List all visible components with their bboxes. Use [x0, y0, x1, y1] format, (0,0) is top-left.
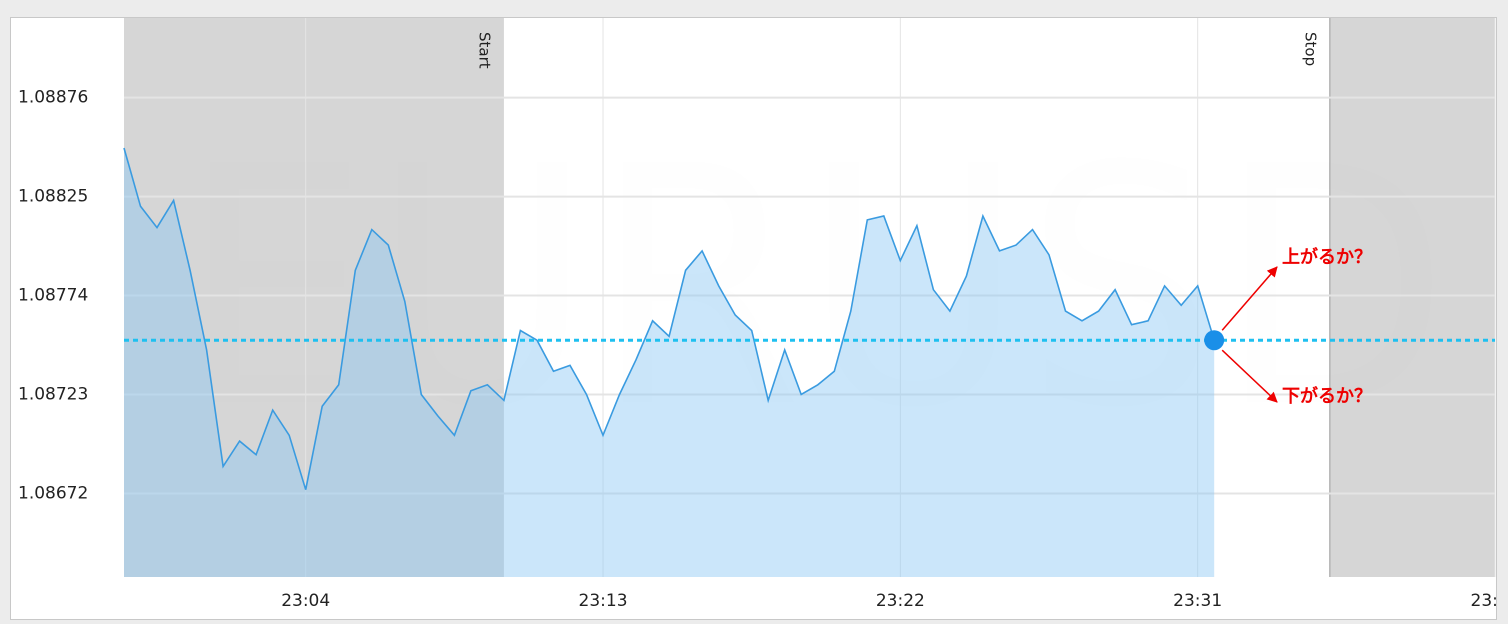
inactive-region	[1329, 18, 1495, 577]
annotation: 下がるか？	[1282, 385, 1372, 407]
y-tick-label: 1.08672	[18, 484, 88, 504]
area	[124, 148, 1215, 577]
y-tick-label: 1.08876	[18, 88, 88, 108]
x-tick-label: 23:13	[579, 591, 628, 611]
y-tick-label: 1.08723	[18, 385, 88, 405]
arrow	[1221, 349, 1278, 403]
arrow	[1221, 266, 1278, 331]
marker-label: Start	[475, 32, 493, 69]
x-tick-label: 23:31	[1173, 591, 1222, 611]
x-tick-label: 23:04	[281, 591, 330, 611]
annotation: 上がるか？	[1282, 246, 1372, 268]
x-tick-label: 23:22	[876, 591, 925, 611]
x-tick-label: 23:40	[1471, 591, 1508, 611]
marker-label: Stop	[1301, 32, 1319, 66]
y-tick-label: 1.08825	[18, 187, 88, 207]
inactive-region	[124, 18, 504, 577]
current-point	[1204, 330, 1225, 351]
y-tick-label: 1.08774	[18, 286, 88, 306]
line	[123, 147, 1215, 490]
